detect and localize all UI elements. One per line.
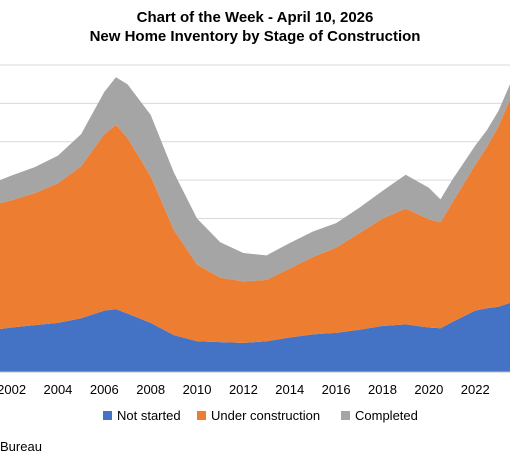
legend-item-under-construction: Under construction [197,408,320,423]
legend-label: Completed [355,408,418,423]
legend-swatch [197,411,206,420]
legend-swatch [341,411,350,420]
chart-canvas: 2002 2004 2006 2008 2010 2012 2014 2016 2018 2020… [0,64,510,397]
x-tick-label: 2016 [322,382,351,397]
x-axis: 2002 2004 2006 2008 2010 2012 2014 2016 2018 2020… [0,371,510,397]
x-tick-label: 2010 [183,382,212,397]
x-tick-label: 2004 [43,382,72,397]
area-not-started [0,302,510,372]
x-tick-label: 2020 [414,382,443,397]
x-tick-label: 2006 [90,382,119,397]
x-tick-label: 2014 [275,382,304,397]
legend-label: Not started [117,408,181,423]
x-tick-label: 2022 [461,382,490,397]
legend-item-completed: Completed [341,408,418,423]
x-tick-label: 2012 [229,382,258,397]
x-tick-label: 2018 [368,382,397,397]
chart-title: Chart of the Week - April 10, 2026 [136,9,374,26]
source-note: Bureau [0,439,42,454]
legend: Not started Under construction Completed [0,408,510,428]
area-completed [0,77,510,282]
x-tick-label: 2008 [136,382,165,397]
chart-subtitle: New Home Inventory by Stage of Construct… [89,28,421,45]
legend-swatch [103,411,112,420]
legend-label: Under construction [211,408,321,423]
x-tick-label: 2002 [0,382,26,397]
stacked-areas [0,77,510,372]
legend-item-not-started: Not started [103,408,181,423]
area-under-construction [0,99,510,343]
